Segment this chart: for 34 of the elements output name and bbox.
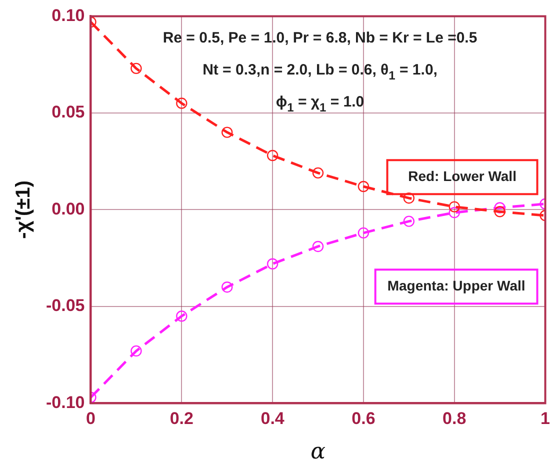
annotation: Magenta: Upper Wall [387,278,526,294]
x-tick-label: 1 [540,409,550,428]
y-axis-title: -χ'(±1) [12,180,35,239]
y-tick-label: -0.05 [46,296,85,316]
point [176,98,188,109]
point [358,227,370,239]
x-axis-title: α [310,440,326,465]
y-tick-label: -0.10 [46,392,85,412]
point [448,207,460,218]
point [494,202,506,214]
x-tick-label: 0 [86,409,96,428]
point [448,201,460,212]
x-tick-label: 0.6 [352,409,376,428]
point [130,345,142,357]
point [403,216,415,227]
point [266,258,278,270]
point [358,180,370,192]
point [494,206,506,218]
y-tick-label: 0.00 [52,199,85,218]
y-tick-label: 0.05 [52,102,85,122]
point [222,282,233,293]
point [266,150,278,162]
point [130,62,142,74]
point [222,126,233,138]
annotation: Re = 0.5, Pe = 1.0, Pr = 6.8, Nb = Kr = Le =0.5 [162,29,478,46]
x-tick-label: 0.4 [260,409,285,428]
point [312,240,324,252]
point [403,192,415,204]
point [312,167,324,179]
y-tick-label: 0.10 [52,6,85,25]
x-tick-label: 0.2 [170,409,194,428]
annotation: Red: Lower Wall [408,168,516,184]
point [176,310,188,322]
x-tick-label: 0.8 [442,409,466,428]
